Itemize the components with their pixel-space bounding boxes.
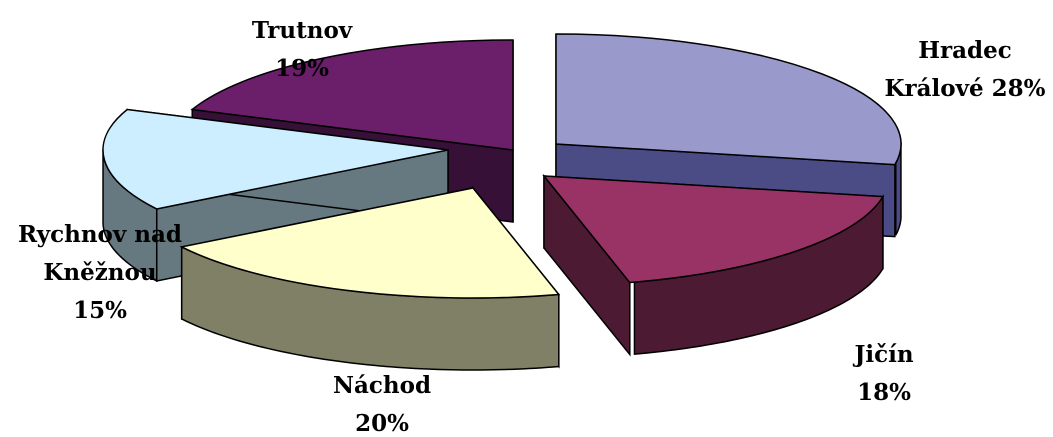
pie-slice-top xyxy=(555,33,902,166)
pie-slice-top xyxy=(190,39,514,151)
pie-slice-label: Rychnov nad Kněžnou 15% xyxy=(18,221,182,324)
pie-slice-label-line: 15% xyxy=(73,297,127,324)
pie-slice-label: Jičín 18% xyxy=(852,341,913,406)
pie-slice-label-line: 19% xyxy=(275,55,329,82)
pie-slice-label: Náchod 20% xyxy=(333,372,431,437)
pie-slice-label-line: Trutnov xyxy=(252,17,353,44)
pie-slice-label-line: Jičín xyxy=(852,341,913,368)
pie-slice-top xyxy=(542,175,885,284)
pie-slice-top xyxy=(102,108,449,210)
pie-slice-label-line: Kněžnou xyxy=(43,259,156,286)
pie-slice-top xyxy=(179,187,561,299)
pie-slice-label-line: Hradec xyxy=(918,37,1011,64)
pie-slice xyxy=(542,173,885,357)
pie-slice-label-line: Rychnov nad xyxy=(18,221,182,248)
pie-slice-label-line: 20% xyxy=(355,410,409,437)
pie-slice-label: Hradec Králové 28% xyxy=(885,37,1046,102)
pie-slice xyxy=(179,185,561,371)
pie-slice-label-line: 18% xyxy=(857,379,911,406)
pie-slice-label-line: Náchod xyxy=(333,372,431,399)
pie-slice-label-line: Králové 28% xyxy=(885,75,1046,102)
pie-slice-label: Trutnov 19% xyxy=(252,17,353,82)
